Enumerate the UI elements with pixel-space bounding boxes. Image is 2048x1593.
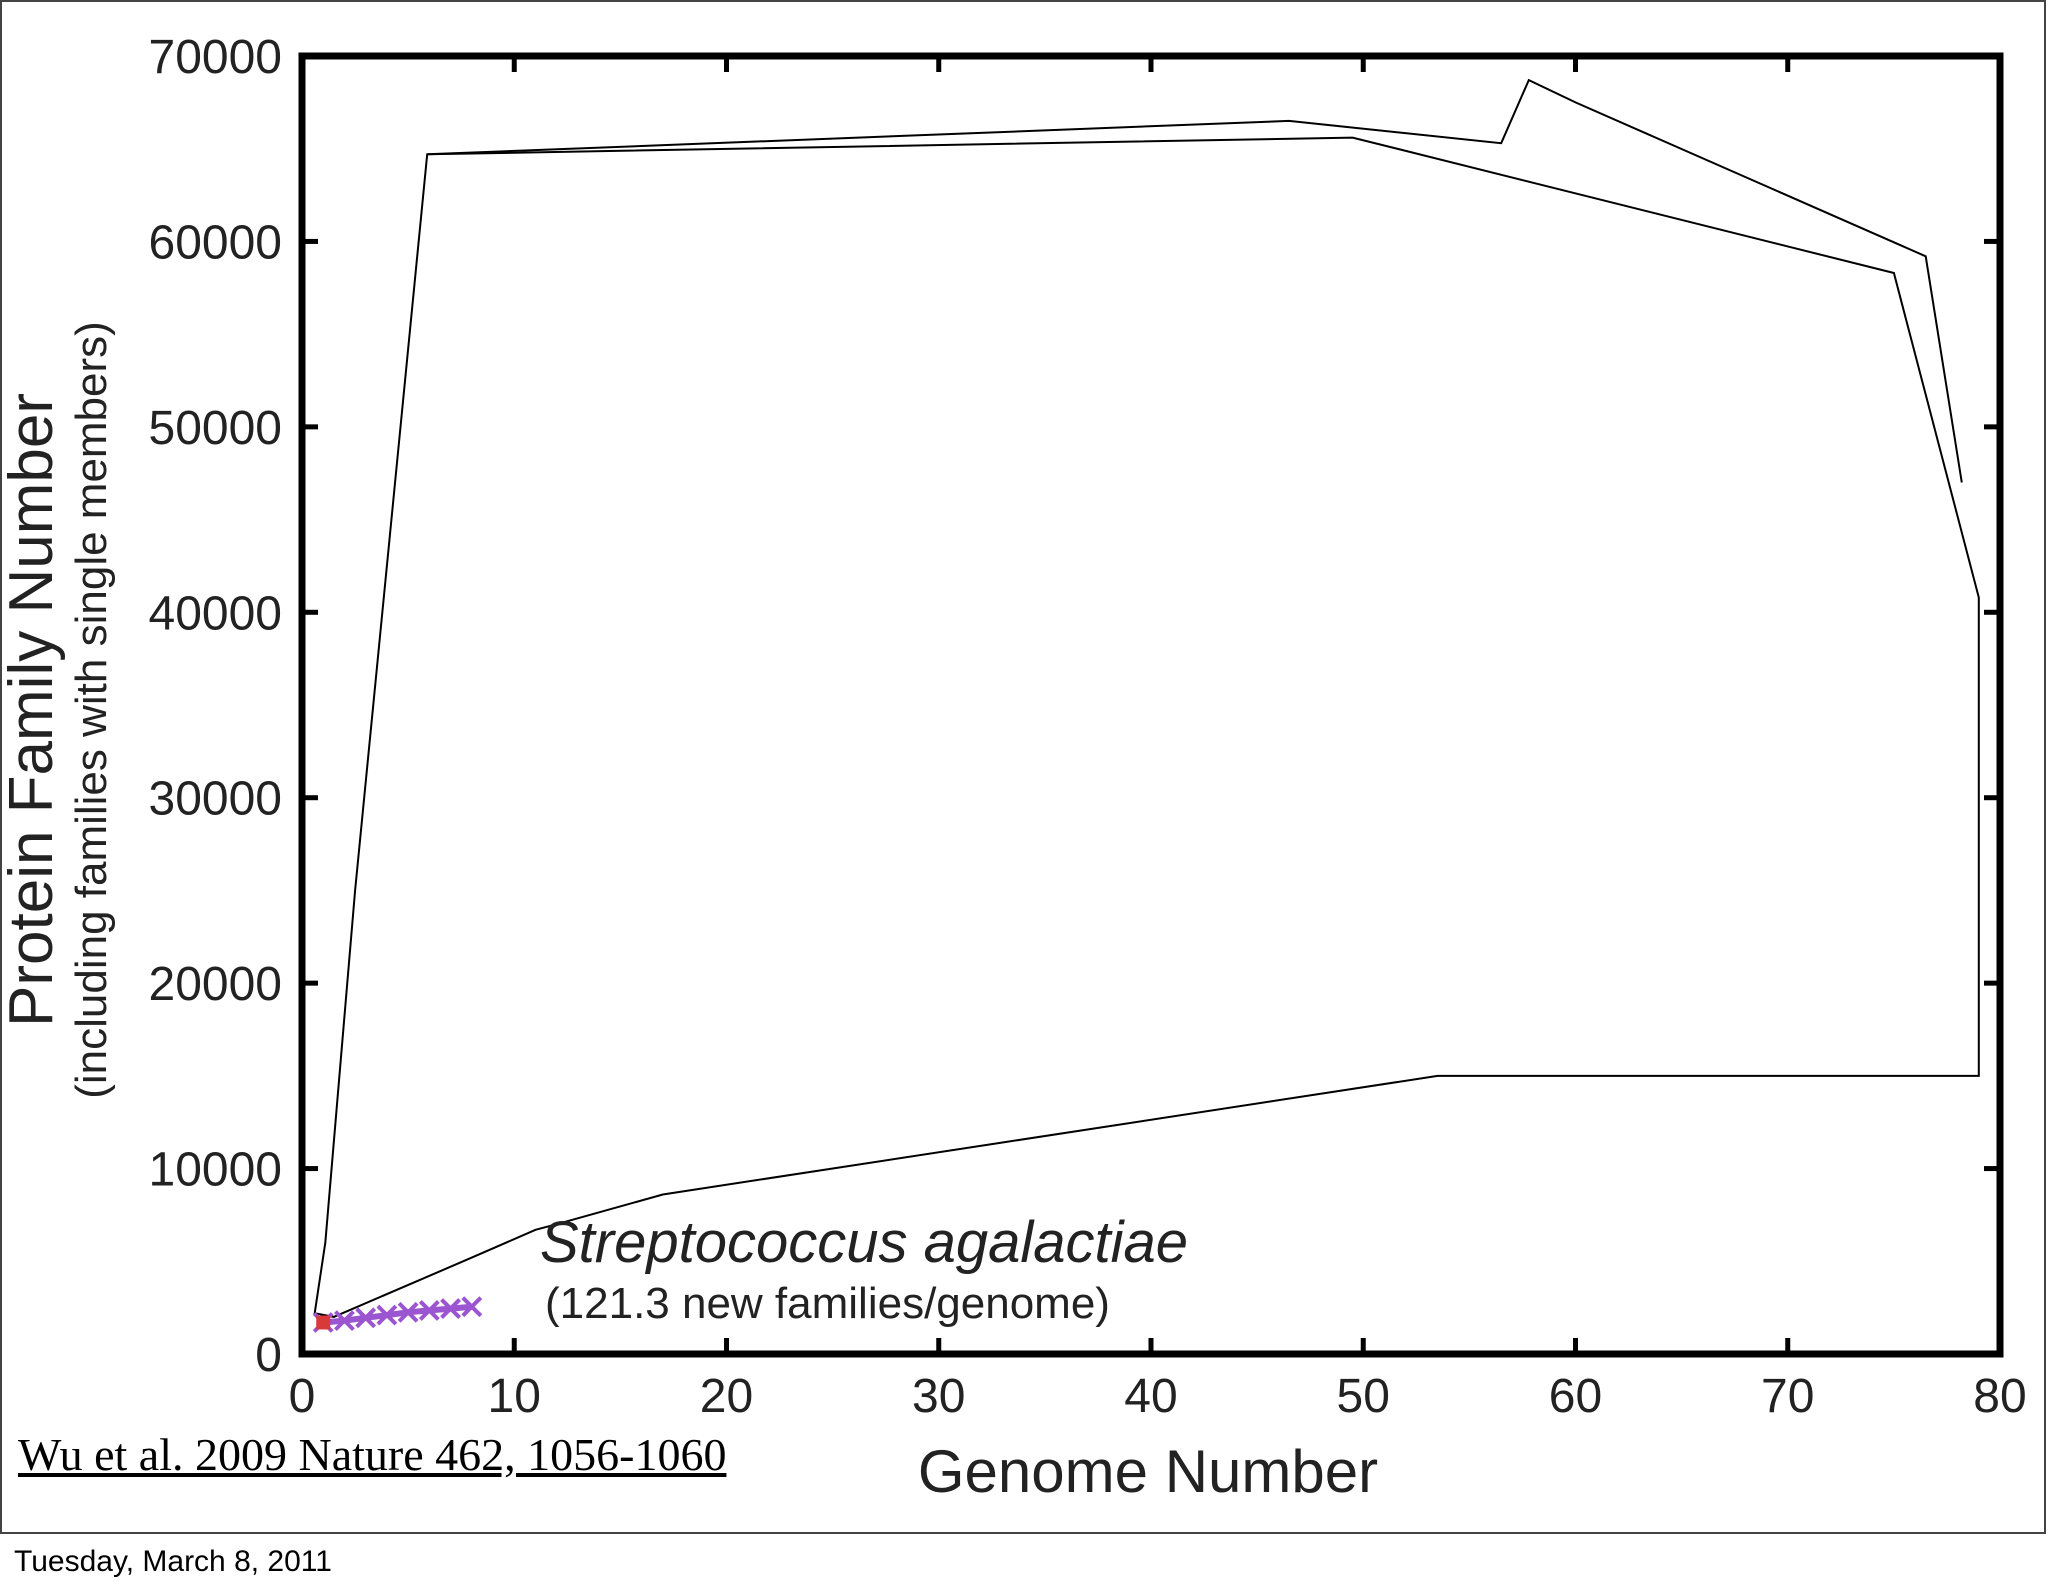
x-tick-label: 10 (488, 1370, 541, 1423)
x-tick-label: 80 (1973, 1370, 2026, 1423)
y-tick-label: 20000 (149, 958, 282, 1011)
point-stroke (334, 1310, 355, 1332)
species-data-point (397, 1301, 419, 1323)
species-series-line (322, 1303, 473, 1326)
outer-outline-line (427, 78, 1963, 483)
point-stroke (355, 1307, 377, 1329)
outline-layer (313, 78, 1980, 1318)
rate-annotation: (121.3 new families/genome) (545, 1279, 1110, 1328)
points-layer (312, 1296, 483, 1333)
y-tick-label: 70000 (149, 31, 282, 84)
species-data-point (355, 1307, 377, 1329)
point-stroke (461, 1296, 483, 1318)
point-stroke (440, 1298, 461, 1319)
x-tick-label: 20 (700, 1370, 753, 1423)
species-data-point (418, 1300, 440, 1321)
species-data-point (334, 1310, 355, 1332)
y-tick-label: 30000 (149, 773, 282, 826)
species-annotation: Streptococcus agalactiae (540, 1210, 1188, 1275)
point-stroke (397, 1301, 419, 1323)
x-tick-label: 0 (289, 1370, 316, 1423)
slide-frame (0, 0, 2046, 1534)
x-tick-label: 30 (912, 1370, 965, 1423)
x-tick-label: 50 (1337, 1370, 1390, 1423)
plot-frame (298, 52, 2004, 1358)
x-tick-label: 70 (1761, 1370, 1814, 1423)
tick-labels-layer: 0 10 20 30 40 50 60 70 80 0 10000 20000 30000 40000 50… (149, 31, 2027, 1423)
y-tick-label: 60000 (149, 216, 282, 269)
species-data-point (461, 1296, 483, 1318)
reference-data-point (316, 1315, 331, 1330)
outline-shape (313, 136, 1980, 1318)
species-data-point (440, 1298, 461, 1319)
y-tick-label: 10000 (149, 1144, 282, 1197)
y-axis-label: Protein Family Number (0, 393, 66, 1027)
point-stroke (418, 1300, 440, 1321)
x-tick-label: 40 (1124, 1370, 1177, 1423)
point-stroke (376, 1304, 398, 1326)
citation: Wu et al. 2009 Nature 462, 1056-1060 (18, 1429, 727, 1480)
y-axis-sublabel: (including families with single members) (67, 321, 116, 1099)
x-tick-label: 60 (1549, 1370, 1602, 1423)
x-axis-label: Genome Number (918, 1438, 1378, 1505)
ticks-layer (299, 53, 2003, 1357)
slide-date: Tuesday, March 8, 2011 (14, 1545, 332, 1578)
y-tick-label: 40000 (149, 587, 282, 640)
y-tick-label: 50000 (149, 402, 282, 455)
species-data-point (376, 1304, 398, 1326)
y-tick-label: 0 (255, 1329, 282, 1382)
